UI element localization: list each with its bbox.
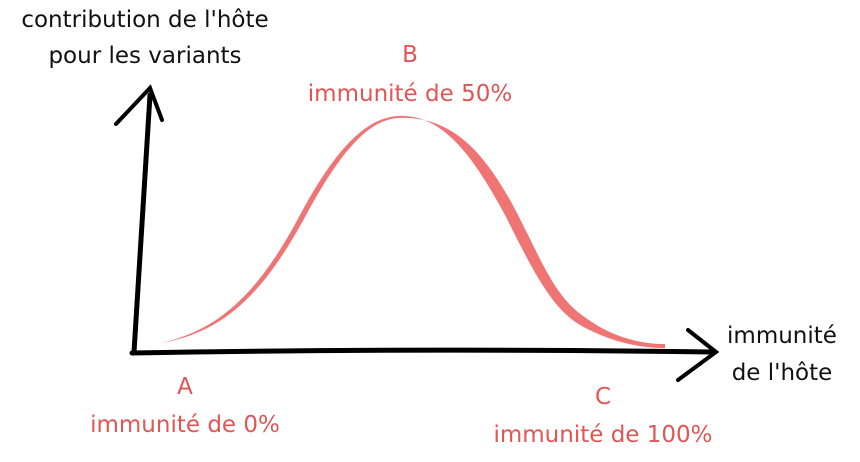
y-axis (131, 92, 153, 355)
curve (162, 115, 665, 348)
x-label: de l'hôte (732, 360, 833, 386)
point-label: immunité de 100% (493, 422, 712, 448)
x-axis-arrow (676, 328, 720, 382)
y-label: pour les variants (48, 43, 241, 69)
x-label: immunité (727, 323, 837, 349)
point-label: immunité de 0% (90, 412, 280, 438)
point-letter: A (177, 374, 193, 400)
point-letter: B (402, 42, 418, 68)
x-axis (129, 347, 715, 356)
y-label: contribution de l'hôte (21, 7, 268, 33)
point-label: immunité de 50% (308, 81, 512, 107)
point-letter: C (595, 384, 611, 410)
y-axis-arrow (114, 84, 164, 126)
